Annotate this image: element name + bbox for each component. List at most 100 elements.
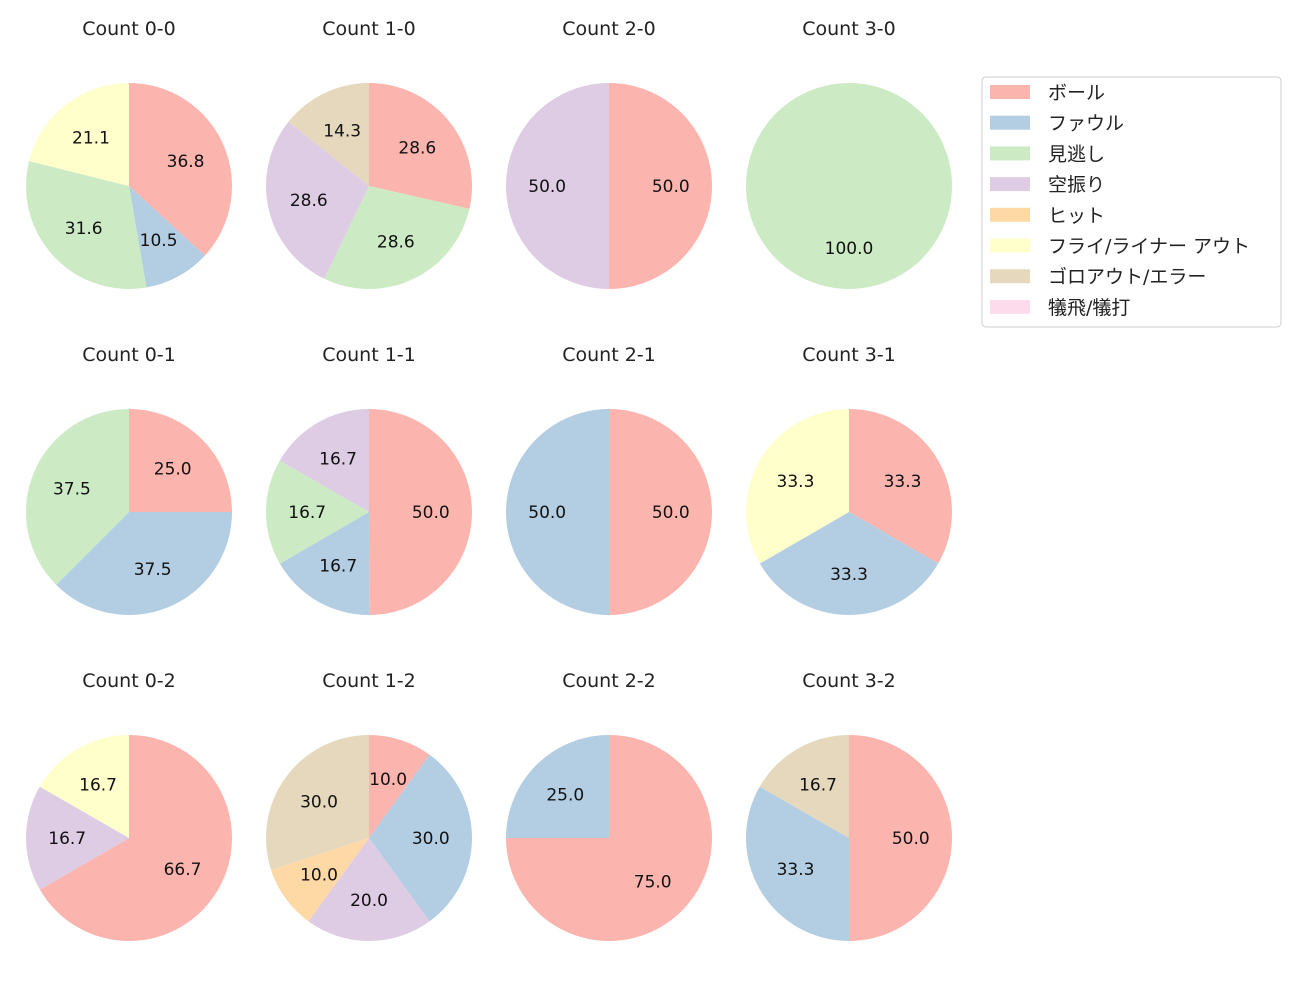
- legend-label: ゴロアウト/エラー: [1048, 266, 1206, 288]
- pie-chart: Count 2-2 75.0 25.0: [506, 670, 712, 941]
- slice-value-label: 16.7: [319, 449, 357, 469]
- pie-slice: [506, 735, 609, 838]
- slice-value-label: 50.0: [652, 177, 690, 197]
- slice-value-label: 28.6: [377, 233, 415, 253]
- slice-value-label: 66.7: [164, 860, 202, 880]
- pie-slice: [369, 83, 472, 209]
- slice-value-label: 16.7: [79, 775, 117, 795]
- pie-slice: [849, 409, 952, 564]
- legend-swatch: [990, 207, 1030, 222]
- pie-slice: [29, 83, 129, 186]
- pie-chart: Count 1-0 28.6 28.6 28.6 14.3: [266, 18, 472, 289]
- legend-swatch: [990, 238, 1030, 253]
- pie-title: Count 2-0: [562, 18, 656, 40]
- pie-slice: [759, 735, 849, 838]
- slice-value-label: 31.6: [65, 219, 103, 239]
- pie-slice: [369, 754, 473, 922]
- legend-frame: [981, 76, 1282, 328]
- pie-chart: Count 3-1 33.3 33.3 33.3: [745, 344, 952, 615]
- pie-slice: [369, 409, 473, 615]
- slice-value-label: 36.8: [167, 152, 205, 172]
- slice-value-label: 50.0: [892, 829, 930, 849]
- legend-label: 犠飛/犠打: [1048, 297, 1130, 319]
- slice-value-label: 16.7: [799, 776, 837, 796]
- pie-chart: Count 2-0 50.0 50.0: [506, 18, 712, 289]
- slice-value-label: 30.0: [412, 829, 450, 849]
- pie-slice: [506, 83, 609, 289]
- pie-slice: [25, 161, 147, 289]
- slice-value-label: 10.5: [140, 231, 178, 251]
- slice-value-label: 25.0: [154, 459, 192, 479]
- legend-label: ヒット: [1048, 205, 1105, 227]
- slice-value-label: 16.7: [319, 557, 357, 577]
- pie-slice: [56, 512, 233, 615]
- pie-slice: [25, 786, 129, 890]
- pie-chart: Count 2-1 50.0 50.0: [506, 344, 712, 615]
- legend-swatch: [990, 177, 1030, 192]
- pie-title: Count 1-0: [322, 18, 416, 40]
- legend-label: ファウル: [1048, 113, 1124, 135]
- pie-title: Count 1-1: [322, 344, 416, 366]
- slice-value-label: 10.0: [369, 770, 407, 790]
- slice-value-label: 25.0: [546, 785, 584, 805]
- pie-slice: [369, 735, 430, 838]
- slice-value-label: 28.6: [290, 191, 328, 211]
- pie-slice: [506, 409, 609, 615]
- pie-slice: [745, 409, 849, 564]
- pie-slice: [308, 838, 430, 941]
- slice-value-label: 33.3: [884, 472, 922, 492]
- pie-slice: [129, 83, 232, 256]
- slice-value-label: 21.1: [72, 128, 110, 148]
- legend-label: 空振り: [1048, 174, 1105, 196]
- pie-title: Count 3-2: [802, 670, 896, 692]
- pie-slice: [759, 512, 939, 615]
- legend-swatch: [990, 146, 1030, 161]
- pie-slice: [324, 186, 470, 289]
- slice-value-label: 10.0: [300, 865, 338, 885]
- legend-swatch: [990, 299, 1030, 314]
- pie-title: Count 2-2: [562, 670, 656, 692]
- slice-value-label: 28.6: [398, 138, 436, 158]
- pie-slice: [129, 186, 205, 288]
- pie-title: Count 3-0: [802, 18, 896, 40]
- slice-value-label: 50.0: [412, 503, 450, 523]
- slice-value-label: 14.3: [323, 121, 361, 141]
- slice-value-label: 50.0: [528, 503, 566, 523]
- pie-chart: Count 0-1 25.0 37.5 37.5: [26, 344, 233, 615]
- pie-slice: [266, 121, 369, 279]
- pie-slice: [849, 735, 952, 941]
- legend-swatch: [990, 269, 1030, 284]
- slice-value-label: 50.0: [528, 177, 566, 197]
- slice-value-label: 33.3: [777, 860, 815, 880]
- pie-slice: [279, 409, 369, 512]
- pie-chart: Count 3-2 50.0 33.3 16.7: [746, 670, 952, 941]
- pie-slice: [609, 83, 712, 289]
- pie-title: Count 3-1: [802, 344, 896, 366]
- pie-slice: [746, 83, 952, 289]
- slice-value-label: 33.3: [830, 565, 868, 585]
- pie-title: Count 1-2: [322, 670, 416, 692]
- legend-label: ボール: [1048, 82, 1105, 104]
- pie-slice: [746, 786, 849, 941]
- slice-value-label: 37.5: [53, 479, 91, 499]
- pie-slice: [266, 460, 369, 564]
- slice-value-label: 50.0: [652, 503, 690, 523]
- pie-chart: Count 0-2 66.7 16.7 16.7: [25, 670, 232, 941]
- slice-value-label: 16.7: [48, 829, 86, 849]
- legend-label: 見逃し: [1048, 143, 1105, 165]
- slice-value-label: 100.0: [825, 239, 874, 259]
- pie-slice: [265, 735, 369, 870]
- pie-slice: [609, 409, 712, 615]
- pie-slice: [279, 512, 370, 616]
- pie-slice: [39, 735, 129, 838]
- pie-chart: Count 3-0 100.0: [746, 18, 952, 289]
- slice-value-label: 75.0: [634, 873, 672, 893]
- pie-slice: [26, 409, 130, 585]
- pie-title: Count 0-1: [82, 344, 176, 366]
- pie-chart: Count 1-2 10.0 30.0 20.0 10.0 30.0: [265, 670, 473, 941]
- pie-slice: [129, 409, 232, 512]
- legend-swatch: [990, 115, 1030, 130]
